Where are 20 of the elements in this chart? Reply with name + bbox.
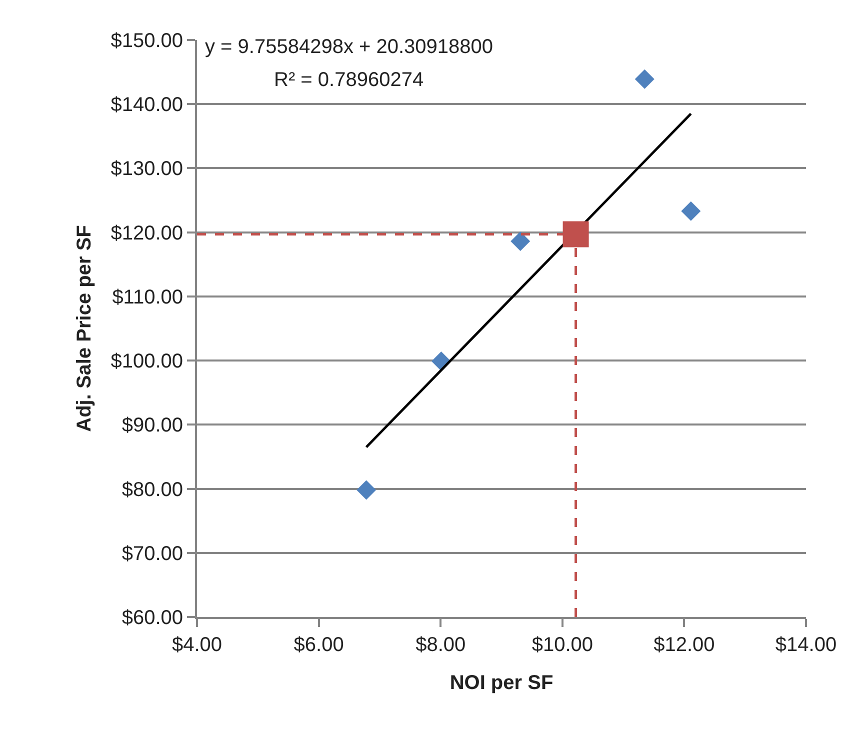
annotation: R² = 0.78960274	[274, 69, 424, 91]
annotation: y = 9.75584298x + 20.30918800	[205, 36, 494, 58]
y-axis-title: Adj. Sale Price per SF	[74, 225, 96, 432]
x-axis-title: NOI per SF	[450, 672, 554, 694]
y-tick-label: $100.00	[110, 350, 183, 373]
y-tick-label: $80.00	[122, 478, 183, 501]
x-tick-label: $6.00	[294, 634, 344, 656]
y-tick-label: $120.00	[110, 222, 183, 244]
x-tick-label: $10.00	[532, 634, 593, 656]
y-tick-label: $90.00	[122, 414, 183, 437]
y-tick-label: $150.00	[110, 30, 183, 52]
y-tick-label: $140.00	[110, 94, 183, 116]
y-tick-label: $130.00	[110, 158, 183, 180]
x-tick-label: $14.00	[775, 634, 837, 656]
y-tick-label: $60.00	[122, 607, 183, 629]
y-tick-label: $110.00	[112, 286, 183, 308]
x-tick-label: $4.00	[172, 634, 222, 656]
x-tick-label: $12.00	[654, 634, 715, 656]
x-tick-label: $8.00	[416, 634, 466, 656]
y-tick-label: $70.00	[122, 542, 183, 565]
